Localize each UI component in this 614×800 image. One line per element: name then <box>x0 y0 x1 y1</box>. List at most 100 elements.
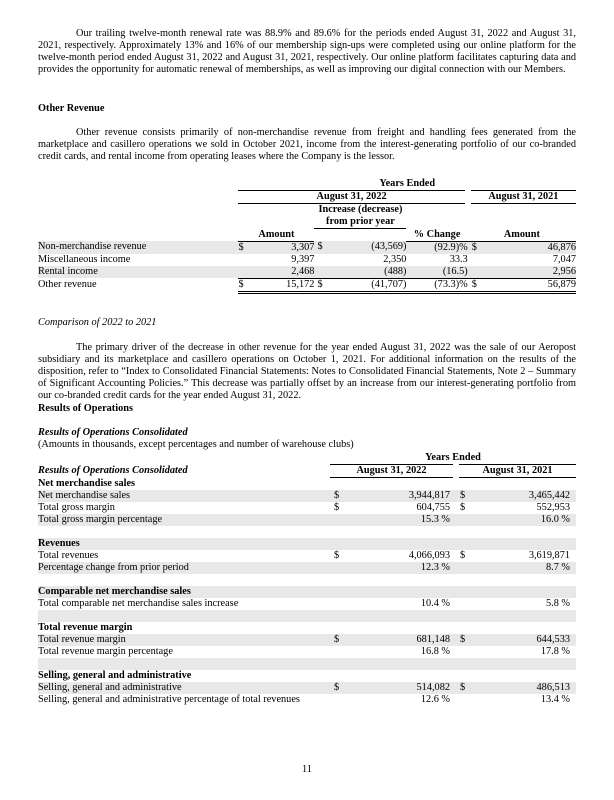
currency-symbol: $ <box>314 278 326 294</box>
other-revenue-table: Years Ended August 31, 2022 August 31, 20… <box>38 178 576 294</box>
increase-value: (43,569) <box>325 241 407 254</box>
currency-symbol <box>456 526 466 538</box>
row-label: Total comparable net merchandise sales i… <box>38 597 239 609</box>
currency-symbol <box>456 646 466 658</box>
value-2021 <box>466 622 576 634</box>
table-row: Total revenue margin <box>38 622 576 634</box>
amounts-note: (Amounts in thousands, except percentage… <box>38 439 354 450</box>
currency-symbol <box>330 537 340 550</box>
table-row: Net merchandise sales $ 3,944,817 $ 3,46… <box>38 489 576 502</box>
page-number: 11 <box>302 764 312 775</box>
amount-2022: 9,397 <box>291 253 315 265</box>
row-label <box>38 609 330 622</box>
value-2022: 604,755 <box>416 501 450 513</box>
currency-symbol: $ <box>456 681 466 694</box>
row-label: Total gross margin <box>38 501 115 513</box>
value-2021: 17.8 % <box>540 645 570 657</box>
currency-symbol: $ <box>334 501 340 513</box>
table-row: Selling, general and administrative perc… <box>38 694 576 706</box>
table-row: Selling, general and administrative $ 51… <box>38 681 576 694</box>
currency-symbol <box>330 609 340 622</box>
amount-2021: 46,876 <box>477 241 576 254</box>
table-row: Total revenue margin $ 681,148 $ 644,533 <box>38 633 576 646</box>
currency-symbol <box>314 265 326 279</box>
row-label: Revenues <box>38 537 330 550</box>
currency-symbol <box>330 585 340 598</box>
row-label: Comparable net merchandise sales <box>38 585 330 598</box>
value-2022: 12.6 % <box>420 693 450 705</box>
value-2021: 552,953 <box>536 501 570 513</box>
row-label: Percentage change from prior period <box>38 561 330 574</box>
row-label: Total gross margin percentage <box>38 513 330 526</box>
currency-symbol <box>456 537 466 550</box>
currency-symbol: $ <box>330 489 340 502</box>
currency-symbol: $ <box>456 489 466 502</box>
value-2022 <box>340 574 456 586</box>
currency-symbol <box>456 694 466 706</box>
currency-symbol <box>330 574 340 586</box>
row-label: Rental income <box>38 265 239 278</box>
currency-symbol <box>238 254 248 266</box>
currency-symbol <box>330 478 340 490</box>
increase-value: (41,707) <box>325 278 407 294</box>
row-label: Other revenue <box>38 279 97 290</box>
amount-header: Amount <box>238 228 315 242</box>
table-row <box>38 574 576 586</box>
percent-change: (92.9)% <box>406 241 468 254</box>
row-label: Total revenue margin <box>38 621 133 633</box>
row-label <box>38 526 330 538</box>
value-2022 <box>340 537 456 550</box>
currency-symbol <box>456 574 466 586</box>
table-row: Percentage change from prior period 12.3… <box>38 561 576 574</box>
increase-value: (488) <box>325 265 407 279</box>
table-row: Total gross margin percentage 15.3 % 16.… <box>38 513 576 526</box>
table-row: Net merchandise sales <box>38 478 576 490</box>
value-2021: 486,513 <box>466 681 576 694</box>
value-2022 <box>340 657 456 670</box>
aug-2021-header: August 31, 2021 <box>464 190 576 204</box>
increase-header-text: Increase (decrease) from prior year <box>318 204 403 227</box>
row-label: Selling, general and administrative <box>38 669 192 681</box>
value-2021: 13.4 % <box>540 693 570 705</box>
aug-2022-header: August 31, 2022 <box>330 464 456 478</box>
row-label: Net merchandise sales <box>38 489 330 502</box>
currency-symbol: $ <box>330 681 340 694</box>
row-label: Miscellaneous income <box>38 253 131 265</box>
currency-symbol <box>330 646 340 658</box>
value-2022: 681,148 <box>340 633 456 646</box>
value-2021: 644,533 <box>466 633 576 646</box>
value-2021 <box>466 657 576 670</box>
renewal-paragraph: Our trailing twelve-month renewal rate w… <box>38 28 576 75</box>
currency-symbol: $ <box>460 501 466 513</box>
value-2022: 3,944,817 <box>340 489 456 502</box>
currency-symbol <box>330 670 340 682</box>
value-2021: 3,465,442 <box>466 489 576 502</box>
table-row: Total revenues $ 4,066,093 $ 3,619,871 <box>38 550 576 562</box>
change-header: % Change <box>406 228 468 242</box>
results-table: Years Ended Results of Operations Consol… <box>38 452 576 706</box>
currency-symbol <box>330 526 340 538</box>
row-label: Total revenues <box>38 549 99 561</box>
row-label: Non-merchandise revenue <box>38 241 239 254</box>
value-2021 <box>466 574 576 586</box>
amount-2022: 15,172 <box>248 278 315 294</box>
results-heading: Results of Operations <box>38 403 133 414</box>
value-2022: 4,066,093 <box>408 549 450 561</box>
amount-2021: 56,879 <box>477 278 576 294</box>
currency-symbol: $ <box>314 241 326 254</box>
currency-symbol <box>456 657 466 670</box>
currency-symbol <box>456 478 466 490</box>
value-2022 <box>340 622 456 634</box>
value-2021 <box>466 585 576 598</box>
table-row: Total revenue margin percentage 16.8 % 1… <box>38 646 576 658</box>
row-label: Total revenue margin percentage <box>38 645 173 657</box>
currency-symbol <box>456 670 466 682</box>
amount-2021: 7,047 <box>552 253 576 265</box>
results-subheading: Results of Operations Consolidated <box>38 427 188 438</box>
value-2021 <box>466 537 576 550</box>
percent-change: 33.3 <box>449 253 468 265</box>
currency-symbol: $ <box>456 633 466 646</box>
table-row: Revenues <box>38 537 576 550</box>
currency-symbol: $ <box>238 278 249 294</box>
value-2022 <box>340 670 456 682</box>
